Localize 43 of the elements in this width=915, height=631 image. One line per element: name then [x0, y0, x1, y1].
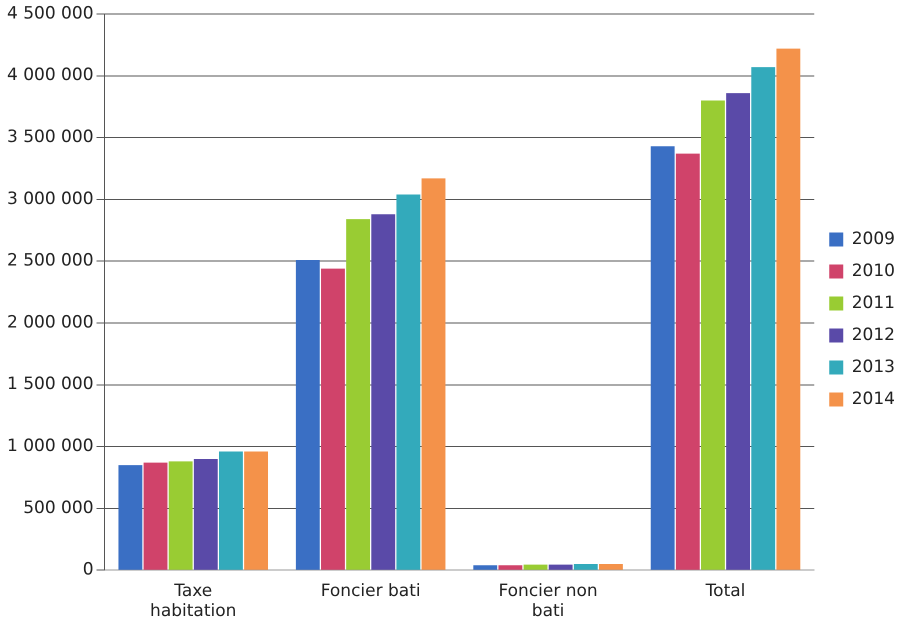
- bar: [346, 219, 370, 570]
- bar: [548, 564, 573, 570]
- bar: [598, 564, 623, 570]
- y-tick-label: 1 000 000: [6, 436, 94, 456]
- bar: [726, 93, 750, 570]
- legend-label: 2014: [852, 388, 895, 409]
- bar: [296, 260, 320, 570]
- bar: [574, 564, 598, 570]
- bar: [422, 178, 446, 570]
- legend-label: 2012: [852, 324, 895, 345]
- bar: [144, 462, 168, 570]
- bar: [194, 458, 218, 570]
- y-tick-label: 0: [82, 560, 94, 580]
- bar: [118, 465, 142, 570]
- bar: [524, 564, 548, 570]
- bar: [676, 154, 700, 570]
- legend-label: 2011: [852, 292, 895, 313]
- y-tick-label: 1 500 000: [6, 374, 94, 394]
- x-tick-label: Taxe habitation: [150, 580, 236, 622]
- y-tick-label: 2 500 000: [6, 250, 94, 271]
- bar: [751, 67, 776, 570]
- bar: [701, 100, 725, 570]
- legend-label: 2010: [852, 260, 895, 281]
- y-tick-label: 4 000 000: [6, 65, 94, 86]
- legend-label: 2013: [852, 356, 895, 377]
- bar: [650, 146, 675, 570]
- x-tick-label: Foncier bati: [320, 580, 421, 601]
- x-tick-label: Foncier non bati: [498, 580, 598, 622]
- bar: [371, 214, 396, 570]
- x-tick-label: Total: [704, 580, 746, 601]
- y-tick-label: 3 000 000: [6, 188, 94, 209]
- y-tick-label: 3 500 000: [6, 127, 94, 148]
- bar: [244, 452, 268, 570]
- bar: [168, 461, 193, 570]
- bar: [396, 194, 420, 570]
- bar: [498, 565, 522, 570]
- y-tick-label: 4 500 000: [6, 3, 94, 24]
- bar: [321, 268, 345, 570]
- bar: [776, 48, 800, 570]
- bar: [219, 452, 243, 570]
- y-tick-label: 500 000: [23, 498, 94, 518]
- legend-label: 2009: [852, 228, 895, 249]
- y-tick-label: 2 000 000: [6, 312, 94, 332]
